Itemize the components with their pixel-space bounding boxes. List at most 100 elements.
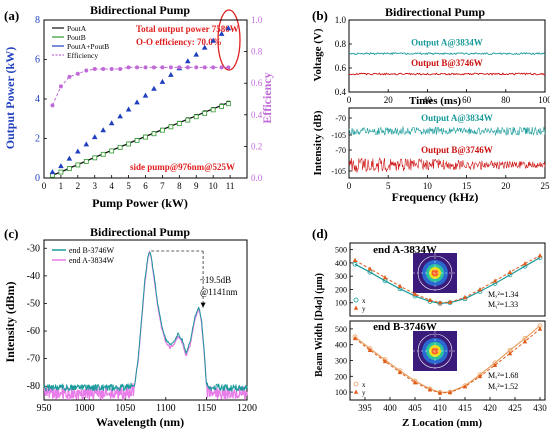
panel-c-xtick-label: 1000	[75, 403, 95, 414]
legend-swatch	[353, 297, 359, 303]
panel-c-xlabel: Wavelength (nm)	[96, 415, 184, 429]
panel-b-bottom-ylabel: Intensity (dB)	[312, 110, 324, 175]
panel-d-label: (d)	[312, 226, 328, 241]
legend-swatch	[353, 389, 359, 394]
data-point-efficiency	[219, 65, 224, 70]
panel-d-ytick-label: 400	[335, 259, 347, 268]
panel-a-y2tick-label: 1.0	[251, 15, 263, 25]
data-point-beam-y	[412, 380, 418, 385]
data-point-beam-y	[367, 347, 373, 353]
series-line-voltage	[348, 72, 546, 76]
panel-c-xtick-label: 1100	[156, 403, 176, 414]
data-point-poutA-plus-poutB	[184, 58, 191, 64]
panel-c-annotation-nm: @1141nm	[200, 287, 237, 297]
data-point-beam-y	[507, 269, 513, 274]
panel-d-xtick-label: 405	[408, 403, 422, 413]
panel-a-xtick-label: 5	[126, 181, 131, 191]
data-point-beam-y	[352, 257, 358, 263]
panel-a-y2tick-label: 0.4	[251, 110, 263, 120]
data-point-beam-y	[427, 387, 433, 392]
data-point-poutB	[210, 107, 216, 113]
panel-d-ytick-label: 500	[335, 325, 347, 334]
data-point-beam-y	[447, 299, 453, 304]
panel-c-label: (c)	[4, 226, 18, 241]
panel-a-annotation-efficiency: O-O efficiency: 70.0%	[136, 37, 222, 47]
panel-a-ytick-label: 0	[35, 173, 40, 184]
data-point-efficiency	[101, 66, 106, 71]
data-point-efficiency	[118, 66, 123, 71]
chart-marks: 0 1 2 3 4 5 6 7 8 9 10 11 0 2 4 6 8 0.0 0.2 0.4 0.6 0.8 1.0 Pou…	[27, 15, 550, 414]
panel-c-ytick-label: -50	[27, 298, 40, 309]
panel-b-top-ytick-label: 0.6	[335, 63, 347, 73]
series-label-intensity: Output B@3746W	[421, 145, 493, 155]
data-point-poutA-plus-poutB	[108, 120, 115, 126]
panel-c-annotation-db: ~19.5dB	[200, 275, 231, 285]
panel-d-ytick-label: 300	[335, 357, 347, 366]
legend-label: end A-3834W	[69, 256, 115, 265]
data-point-beam-y	[462, 384, 468, 389]
data-point-beam-x	[352, 261, 358, 267]
series-fit-curve	[354, 257, 541, 305]
data-point-poutA-plus-poutB	[100, 127, 107, 133]
data-point-poutA-plus-poutB	[225, 25, 232, 31]
panel-c-ylabel: Intensity (dBm)	[3, 281, 17, 362]
legend-label: y	[362, 389, 366, 397]
panel-d-xlabel: Z Location (mm)	[402, 417, 482, 429]
data-point-poutA-plus-poutB	[168, 71, 174, 77]
data-point-beam-y	[352, 335, 358, 341]
series-line-efficiency	[52, 66, 229, 106]
data-point-poutA-plus-poutB	[151, 85, 157, 91]
panel-d-xtick-label: 420	[483, 403, 497, 413]
panel-d-xtick-label: 410	[433, 403, 447, 413]
legend-label: PoutA+PoutB	[67, 42, 109, 51]
data-point-efficiency	[202, 65, 207, 70]
panel-d-xtick-label: 430	[533, 403, 547, 413]
panel-d-xtick-label: 400	[383, 403, 397, 413]
panel-a-xtick-label: 1	[59, 181, 64, 191]
data-point-poutB	[66, 166, 72, 171]
data-point-poutB	[100, 151, 106, 157]
data-point-poutB	[160, 127, 165, 133]
panel-a-y2tick-label: 0.8	[251, 47, 263, 57]
panel-a-ytick-label: 2	[35, 134, 40, 145]
panel-a-xtick-label: 0	[42, 181, 47, 191]
data-point-poutA-plus-poutB	[159, 78, 166, 84]
data-point-beam-y	[462, 294, 468, 300]
panel-b-bottom-x-tick-label: 5	[386, 181, 391, 191]
panel-d-ytick-label: 300	[335, 272, 347, 281]
panel-b-top-x-tick-label: 0	[347, 95, 352, 105]
data-point-beam-y	[447, 389, 453, 395]
panel-b-top-x-tick-label: 40	[423, 95, 433, 105]
legend-label: Efficiency	[67, 51, 98, 60]
series-line-poutA	[52, 101, 229, 176]
data-point-efficiency	[160, 65, 165, 70]
series-label-voltage: Output B@3746W	[411, 58, 483, 68]
data-point-beam-y	[382, 275, 388, 280]
series-label-intensity: Output A@3834W	[421, 113, 493, 123]
legend-swatch	[353, 305, 359, 310]
data-point-efficiency	[109, 66, 114, 71]
panel-a-ylabel: Output Power (kW)	[3, 47, 17, 149]
panel-b-top-x-tick-label: 60	[462, 95, 472, 105]
data-point-poutB	[193, 114, 199, 120]
data-point-poutB	[143, 134, 148, 140]
panel-c-xtick-label: 1150	[197, 403, 217, 414]
series-fit-curve	[354, 255, 541, 304]
panel-d-ytick-label: 200	[335, 372, 347, 381]
data-point-beam-y	[492, 362, 498, 368]
data-point-beam-y	[522, 261, 528, 266]
panel-c-ytick-label: -60	[27, 326, 40, 337]
data-point-poutA-plus-poutB	[91, 134, 98, 140]
panel-b-top-ytick-label: 0.8	[335, 39, 347, 49]
series-noise-intensity	[348, 125, 546, 137]
panel-a-y2tick-label: 0.2	[251, 141, 262, 151]
data-point-beam-y	[522, 339, 528, 344]
data-point-beam-y	[437, 300, 443, 305]
panel-a-xtick-label: 3	[93, 181, 98, 191]
data-point-poutA-plus-poutB	[58, 163, 64, 169]
data-point-beam-y	[427, 297, 433, 302]
panel-c-ytick-label: -70	[27, 354, 40, 365]
panel-a-title: Bidirectional Pump	[90, 3, 190, 17]
data-point-poutA-plus-poutB	[134, 99, 140, 105]
data-point-beam-y	[477, 373, 483, 379]
